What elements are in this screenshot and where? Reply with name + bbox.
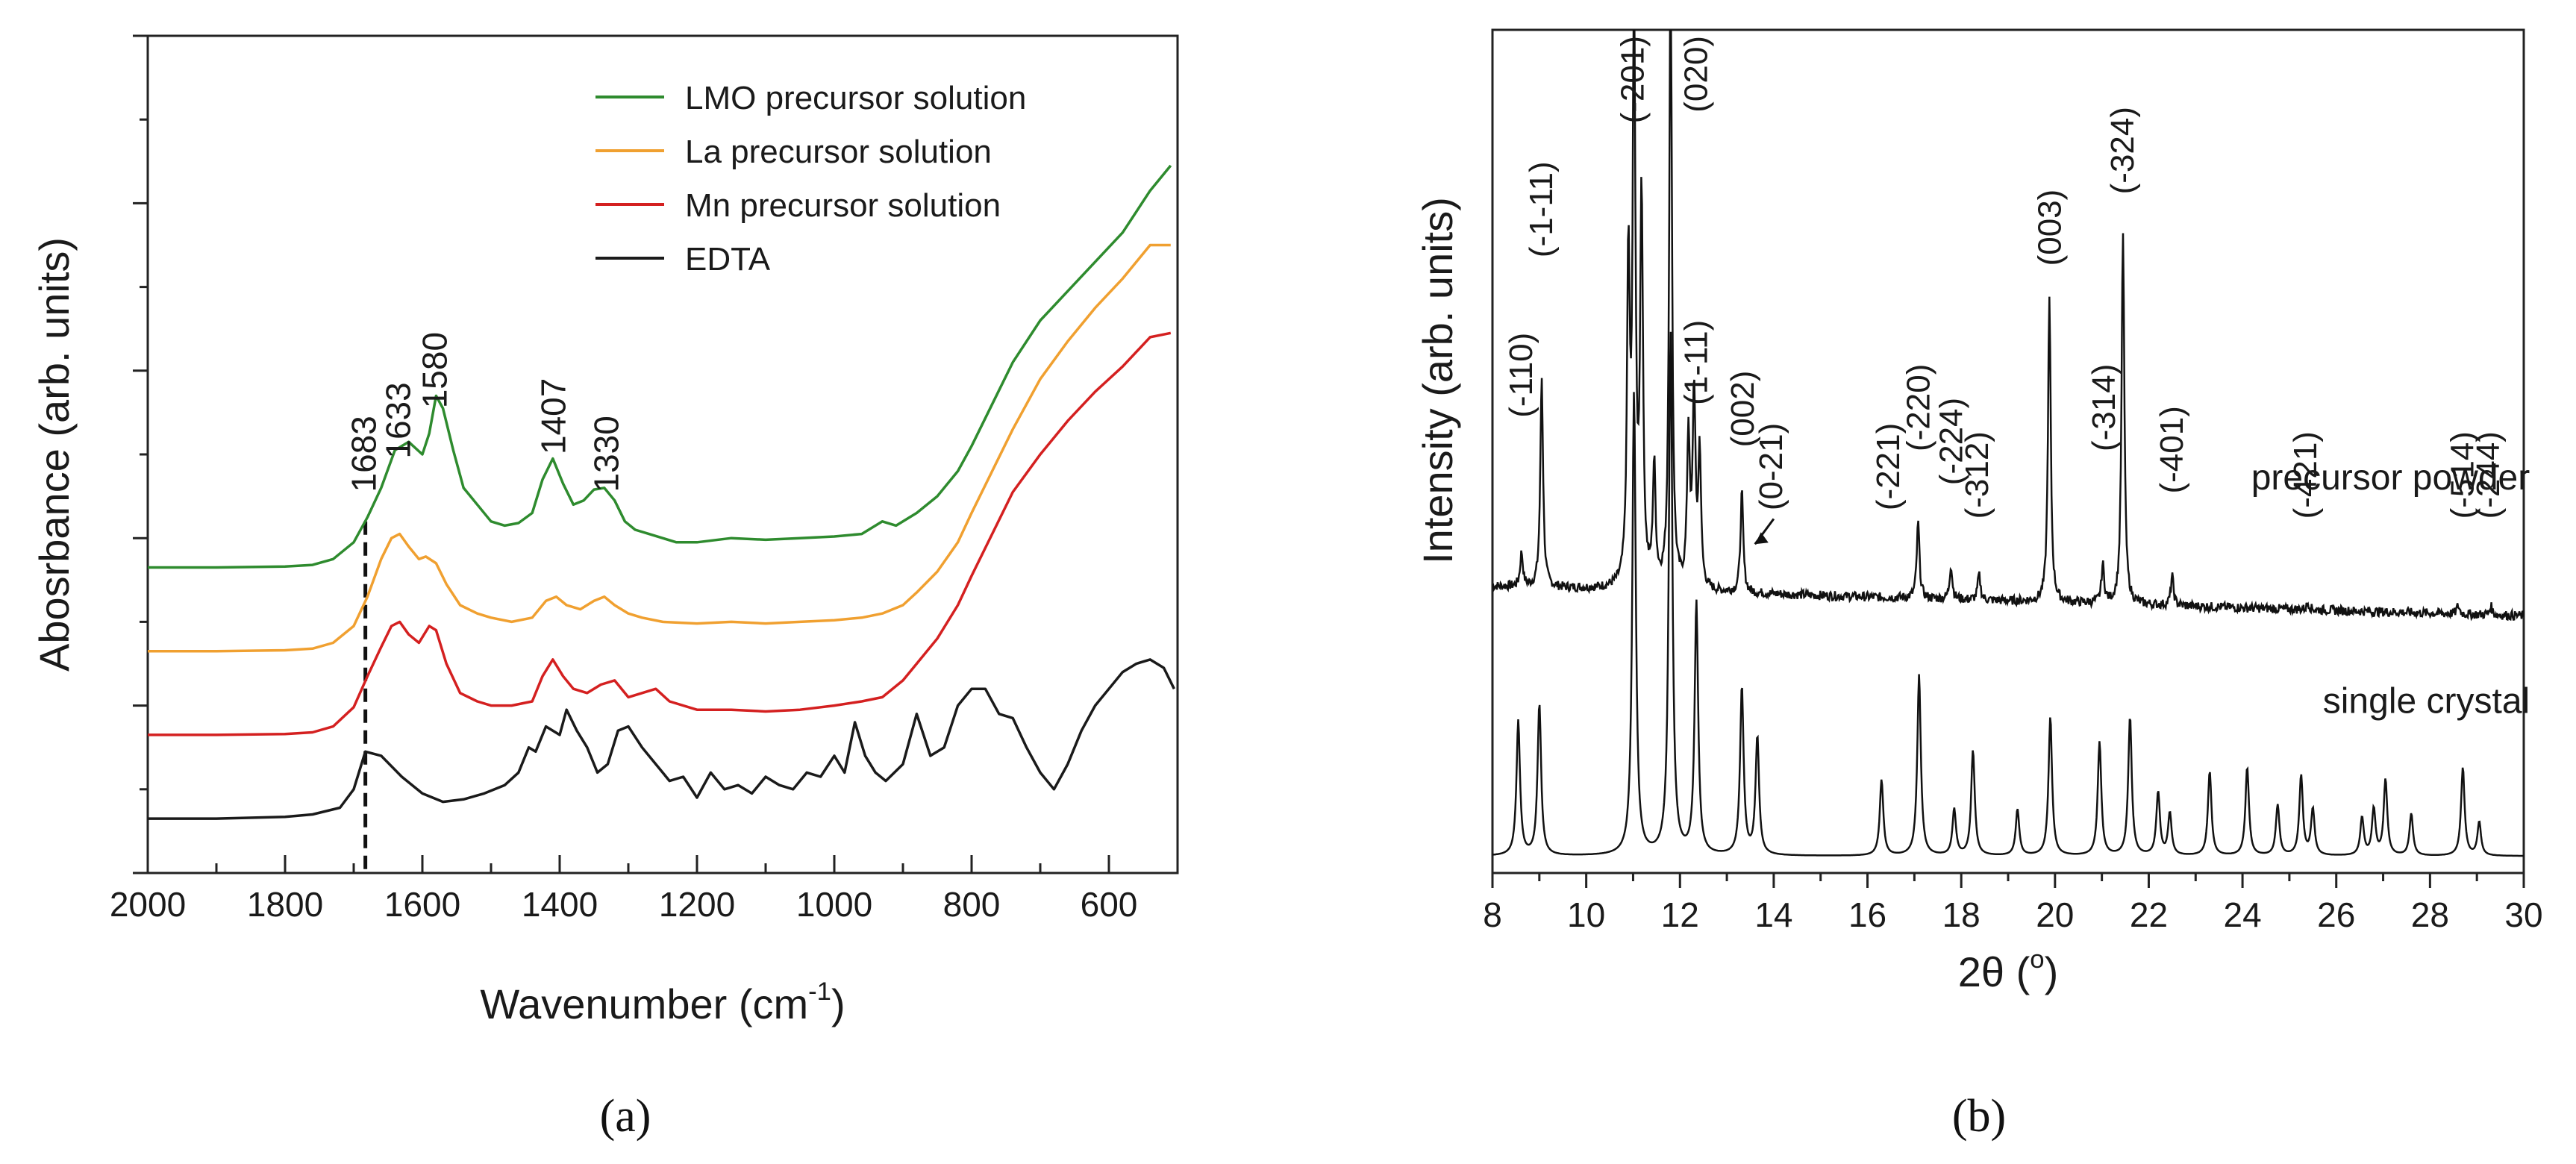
- peak-label-1407: 1407: [534, 378, 573, 454]
- x-axis-label: Wavenumber (cm-1): [480, 977, 845, 1027]
- x-axis-label: 2θ (o): [1958, 945, 2058, 995]
- hkl-label-1-11: (1-11): [1678, 320, 1714, 405]
- hkl-label-221: (-221): [1870, 423, 1907, 510]
- panel-b-label: (b): [1952, 1091, 2006, 1142]
- hkl-label-0-21: (0-21): [1753, 423, 1789, 510]
- x-tick-label-600: 600: [1081, 885, 1138, 924]
- peak-label-1633: 1633: [379, 382, 418, 458]
- panel-b-chart: 8 10 12 14 16 18 20 22 24 26 28 30 (-110) (-1-11) (-20…: [1414, 28, 2543, 995]
- peak-label-1580: 1580: [415, 332, 454, 408]
- x-tick-label-1600: 1600: [384, 885, 460, 924]
- x-tick-label-30: 30: [2504, 895, 2542, 934]
- hkl-label-1-11: (-1-11): [1523, 161, 1560, 257]
- x-tick-label-14: 14: [1754, 895, 1792, 934]
- series-label-single-crystal: single crystal: [2323, 681, 2530, 721]
- panel-b-frame: [1491, 28, 2525, 874]
- x-tick-label-22: 22: [2130, 895, 2168, 934]
- hkl-label-401: (-401): [2154, 406, 2190, 493]
- hkl-label-314: (-314): [2086, 364, 2122, 451]
- panel-a-frame: [146, 34, 1179, 874]
- series-edta: [148, 658, 1175, 820]
- legend-label-la-precursor-solution: La precursor solution: [685, 134, 992, 170]
- hkl-label-220: (-220): [1901, 364, 1937, 451]
- series-mn-precursor-solution: [148, 331, 1172, 736]
- hkl-label-312: (-312): [1959, 431, 1995, 519]
- x-tick-label-1200: 1200: [659, 885, 735, 924]
- x-tick-label-24: 24: [2224, 895, 2262, 934]
- panel-a-label: (a): [600, 1091, 651, 1142]
- x-tick-label-1800: 1800: [247, 885, 323, 924]
- hkl-label-324: (-324): [2104, 107, 2141, 194]
- hkl-label-002: (002): [1725, 371, 1761, 448]
- arrow-head-0-21: [1754, 532, 1769, 545]
- hkl-label-224: (-224): [1933, 398, 1970, 485]
- x-tick-label-20: 20: [2036, 895, 2074, 934]
- peak-label-1683: 1683: [345, 416, 384, 492]
- legend-label-mn-precursor-solution: Mn precursor solution: [685, 187, 1001, 224]
- hkl-label-110: (-110): [1503, 333, 1539, 418]
- series-label-precursor-powder: precursor powder: [2251, 458, 2530, 498]
- legend-label-edta: EDTA: [685, 241, 771, 278]
- x-tick-label-12: 12: [1661, 895, 1699, 934]
- hkl-label-244: (-244): [2470, 431, 2507, 519]
- x-tick-label-10: 10: [1567, 895, 1605, 934]
- x-tick-label-800: 800: [943, 885, 1001, 924]
- series-lmo-precursor-solution: [148, 164, 1172, 569]
- x-tick-label-2000: 2000: [110, 885, 186, 924]
- hkl-label-421: (-421): [2287, 431, 2324, 519]
- x-tick-label-18: 18: [1942, 895, 1981, 934]
- x-tick-label-8: 8: [1483, 895, 1502, 934]
- hkl-label-003: (003): [2032, 190, 2069, 266]
- y-axis-label: Intensity (arb. units): [1414, 197, 1461, 564]
- peak-label-1330: 1330: [587, 416, 625, 492]
- x-tick-label-1000: 1000: [796, 885, 872, 924]
- hkl-label-514: (-514): [2444, 431, 2480, 519]
- x-tick-label-16: 16: [1848, 895, 1886, 934]
- series-precursor-powder: [1492, 30, 2524, 622]
- hkl-label-201: (-201): [1614, 36, 1651, 123]
- y-axis-label: Abosrbance (arb. units): [31, 237, 78, 672]
- legend-label-lmo-precursor-solution: LMO precursor solution: [685, 80, 1026, 116]
- x-tick-label-26: 26: [2317, 895, 2355, 934]
- series-single-crystal: [1492, 331, 2524, 857]
- x-tick-label-28: 28: [2411, 895, 2449, 934]
- x-tick-label-1400: 1400: [522, 885, 598, 924]
- panel-a-chart: 2000 1800 1600 1400 1200 1000 800 600 1683163315…: [31, 34, 1179, 1027]
- series-la-precursor-solution: [148, 243, 1171, 653]
- hkl-label-020: (020): [1678, 36, 1714, 113]
